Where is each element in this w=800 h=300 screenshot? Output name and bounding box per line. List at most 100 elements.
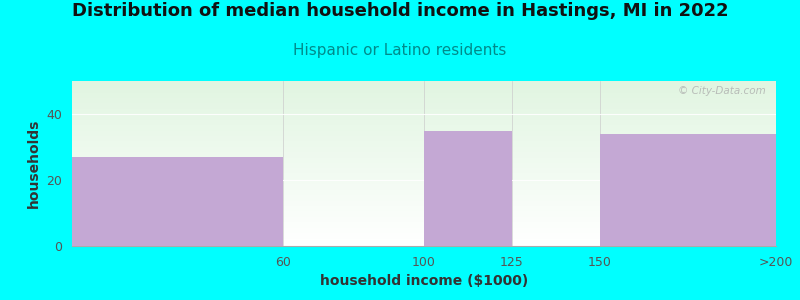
Bar [72, 82, 776, 83]
Bar [72, 190, 776, 191]
Bar [72, 226, 776, 227]
Bar [72, 126, 776, 127]
X-axis label: household income ($1000): household income ($1000) [320, 274, 528, 288]
Bar [72, 175, 776, 176]
Bar [72, 151, 776, 152]
Bar [72, 155, 776, 156]
Bar [72, 146, 776, 147]
Bar [72, 84, 776, 85]
Bar [72, 196, 776, 197]
Bar [72, 88, 776, 89]
Bar [424, 130, 512, 246]
Bar [72, 99, 776, 100]
Bar [72, 129, 776, 130]
Bar [72, 136, 776, 137]
Bar [72, 127, 776, 128]
Bar [72, 130, 776, 131]
Bar [72, 214, 776, 215]
Bar [72, 104, 776, 105]
Bar [72, 112, 776, 113]
Bar [72, 186, 776, 187]
Bar [72, 91, 776, 92]
Bar [72, 140, 776, 141]
Bar [72, 209, 776, 210]
Bar [72, 110, 776, 111]
Bar [72, 150, 776, 151]
Bar [72, 228, 776, 229]
Bar [72, 244, 776, 245]
Bar [72, 238, 776, 239]
Bar [72, 234, 776, 235]
Bar [72, 134, 776, 135]
Bar [600, 134, 776, 246]
Bar [72, 81, 776, 82]
Text: Hispanic or Latino residents: Hispanic or Latino residents [294, 44, 506, 59]
Bar [72, 168, 776, 169]
Bar [72, 182, 776, 183]
Bar [72, 211, 776, 212]
Bar [72, 180, 776, 181]
Bar [72, 204, 776, 205]
Bar [72, 195, 776, 196]
Bar [72, 89, 776, 90]
Bar [72, 189, 776, 190]
Bar [72, 212, 776, 213]
Bar [72, 90, 776, 91]
Bar [72, 103, 776, 104]
Bar [72, 139, 776, 140]
Bar [72, 95, 776, 96]
Bar [72, 108, 776, 109]
Bar [72, 137, 776, 138]
Bar [72, 183, 776, 184]
Bar [72, 138, 776, 139]
Bar [72, 115, 776, 116]
Bar [72, 243, 776, 244]
Bar [72, 178, 776, 179]
Bar [72, 227, 776, 228]
Bar [72, 219, 776, 220]
Bar [72, 162, 776, 163]
Bar [72, 125, 776, 126]
Bar [72, 142, 776, 143]
Bar [72, 232, 776, 233]
Bar [72, 229, 776, 230]
Bar [72, 147, 776, 148]
Bar [72, 215, 776, 216]
Bar [72, 216, 776, 217]
Bar [72, 132, 776, 133]
Bar [72, 158, 776, 159]
Bar [72, 144, 776, 145]
Bar [72, 171, 776, 172]
Bar [72, 166, 776, 167]
Bar [72, 119, 776, 120]
Bar [72, 197, 776, 198]
Bar [72, 205, 776, 206]
Bar [72, 160, 776, 161]
Bar [72, 202, 776, 203]
Bar [72, 118, 776, 119]
Bar [72, 233, 776, 234]
Bar [72, 87, 776, 88]
Bar [72, 237, 776, 238]
Bar [72, 176, 776, 177]
Bar [72, 116, 776, 117]
Bar [72, 169, 776, 170]
Bar [72, 179, 776, 180]
Bar [72, 222, 776, 223]
Bar [72, 121, 776, 122]
Bar [72, 191, 776, 192]
Bar [72, 207, 776, 208]
Bar [72, 163, 776, 164]
Bar [72, 154, 776, 155]
Bar [72, 106, 776, 107]
Bar [72, 124, 776, 125]
Bar [72, 187, 776, 188]
Bar [72, 241, 776, 242]
Bar [72, 206, 776, 207]
Bar [72, 152, 776, 153]
Bar [72, 238, 776, 239]
Bar [72, 172, 776, 173]
Bar [72, 167, 776, 168]
Text: Distribution of median household income in Hastings, MI in 2022: Distribution of median household income … [72, 2, 728, 20]
Bar [72, 181, 776, 182]
